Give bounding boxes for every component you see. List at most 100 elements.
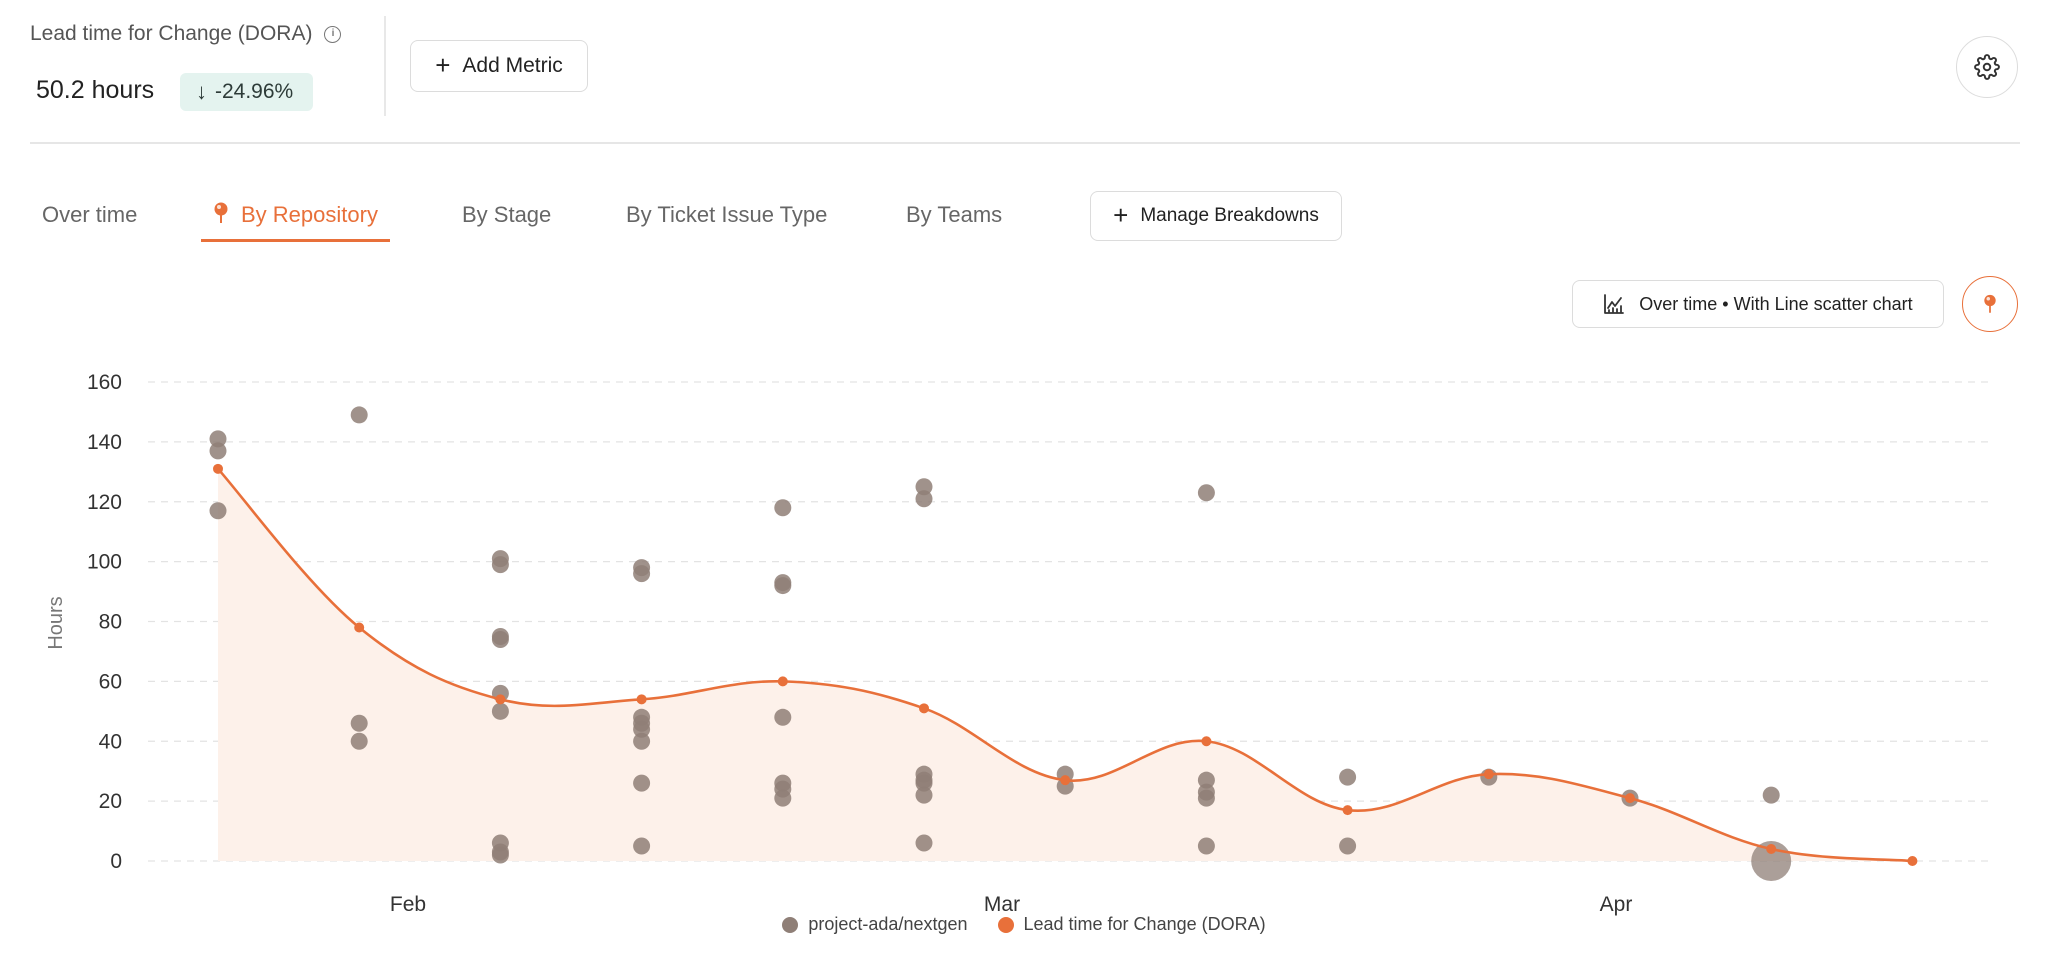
scatter-point [1339,768,1357,786]
axis-labels: 0 20 40 60 80 100 120 140 160 Feb Mar Apr [87,371,1632,916]
scatter-point [491,630,509,648]
metric-header: Lead time for Change (DORA) i 50.2 hours… [30,0,2020,144]
tab-by-ticket-issue-type[interactable]: By Ticket Issue Type [626,186,827,242]
tab-label: By Teams [906,202,1003,227]
scatter-point [633,720,651,738]
pin-icon [1984,294,1996,313]
x-tick-label: Mar [984,893,1020,916]
legend-dot-icon [997,916,1014,933]
scatter-point [350,732,368,750]
y-tick-label: 40 [99,730,122,753]
y-tick-label: 120 [87,491,122,514]
tab-label: By Stage [462,202,552,227]
scatter-point [915,490,933,508]
add-metric-button[interactable]: + Add Metric [410,40,588,92]
scatter-point [1197,484,1215,502]
manage-breakdowns-button[interactable]: + Manage Breakdowns [1090,191,1342,241]
tab-over-time[interactable]: Over time [42,186,137,242]
delta-value: -24.96% [215,80,294,103]
line-point [1766,844,1777,855]
scatter-point [1197,789,1215,807]
gear-icon [1974,54,2000,80]
scatter-point [1762,786,1780,804]
x-tick-label: Feb [390,893,426,916]
line-point [1060,775,1071,786]
manage-breakdowns-label: Manage Breakdowns [1140,205,1319,226]
scatter-point [350,406,368,424]
chart-area [218,468,1913,861]
x-tick-label: Apr [1600,893,1633,916]
scatter-point [1339,837,1357,855]
legend-item-repository[interactable]: project-ada/nextgen [782,914,968,935]
tab-by-stage[interactable]: By Stage [462,186,551,242]
y-tick-label: 20 [99,790,122,813]
add-metric-label: Add Metric [462,54,563,77]
scatter-point [774,499,792,517]
y-tick-label: 80 [99,611,122,634]
legend-item-metric[interactable]: Lead time for Change (DORA) [997,914,1266,935]
scatter-point [633,565,651,583]
metric-title-text: Lead time for Change (DORA) [30,22,313,45]
y-tick-label: 160 [87,371,122,394]
scatter-point [209,430,227,448]
scatter-point [915,834,933,852]
line-point [919,703,929,714]
delta-badge: ↓ -24.96% [180,73,314,111]
scatter-point [209,442,227,460]
plus-icon: + [1113,200,1129,230]
line-point [495,694,506,705]
tab-label: By Repository [241,202,378,227]
scatter-point [350,714,368,732]
scatter-point [491,846,509,864]
chart-legend: project-ada/nextgen Lead time for Change… [0,914,2048,935]
info-icon[interactable]: i [324,25,342,43]
y-tick-label: 100 [87,551,122,574]
y-tick-label: 0 [110,850,122,873]
settings-button[interactable] [1956,36,2018,98]
scatter-point [774,789,792,807]
line-series [213,463,1918,866]
tab-by-teams[interactable]: By Teams [906,186,1002,242]
line-point [354,622,365,633]
line-point [1201,736,1212,747]
chart-mode-label: Over time • With Line scatter chart [1639,293,1913,314]
plus-icon: + [435,50,451,80]
line-point [777,676,788,687]
arrow-down-icon: ↓ [196,79,207,104]
line-point [1483,769,1494,780]
metric-title: Lead time for Change (DORA) i [30,22,342,46]
scatter-point [1197,771,1215,789]
line-area-fill [218,468,1913,861]
y-tick-label: 60 [99,670,122,693]
pin-icon [214,202,228,223]
line-point [213,463,223,474]
pin-breakdown-button[interactable] [1962,276,2018,332]
scatter-point [915,786,933,804]
line-chart-icon [1604,294,1625,314]
scatter-point [1197,837,1215,855]
line-point [636,694,647,705]
tab-by-repository[interactable]: By Repository [201,186,390,242]
scatter-point [633,837,651,855]
scatter-point [633,774,651,792]
lead-time-chart: 0 20 40 60 80 100 120 140 160 Feb Mar Apr Hours [45,371,1990,916]
line-point [1625,793,1635,804]
chart-mode-button[interactable]: Over time • With Line scatter chart [1572,280,1944,328]
scatter-point [915,478,933,496]
scatter-point [209,502,227,520]
legend-label: Lead time for Change (DORA) [1023,914,1266,934]
scatter-point [915,774,933,792]
scatter-point [491,556,509,574]
scatter-point [633,732,651,750]
tab-label: Over time [42,202,138,227]
line-point [1342,805,1353,816]
line-point [1907,856,1918,866]
tab-label: By Ticket Issue Type [626,202,828,227]
scatter-point [491,702,509,720]
scatter-point [774,577,792,595]
legend-label: project-ada/nextgen [808,914,968,934]
header-divider [384,16,386,116]
scatter-point [774,708,792,726]
legend-dot-icon [782,916,799,933]
metric-value: 50.2 hours [36,76,155,104]
